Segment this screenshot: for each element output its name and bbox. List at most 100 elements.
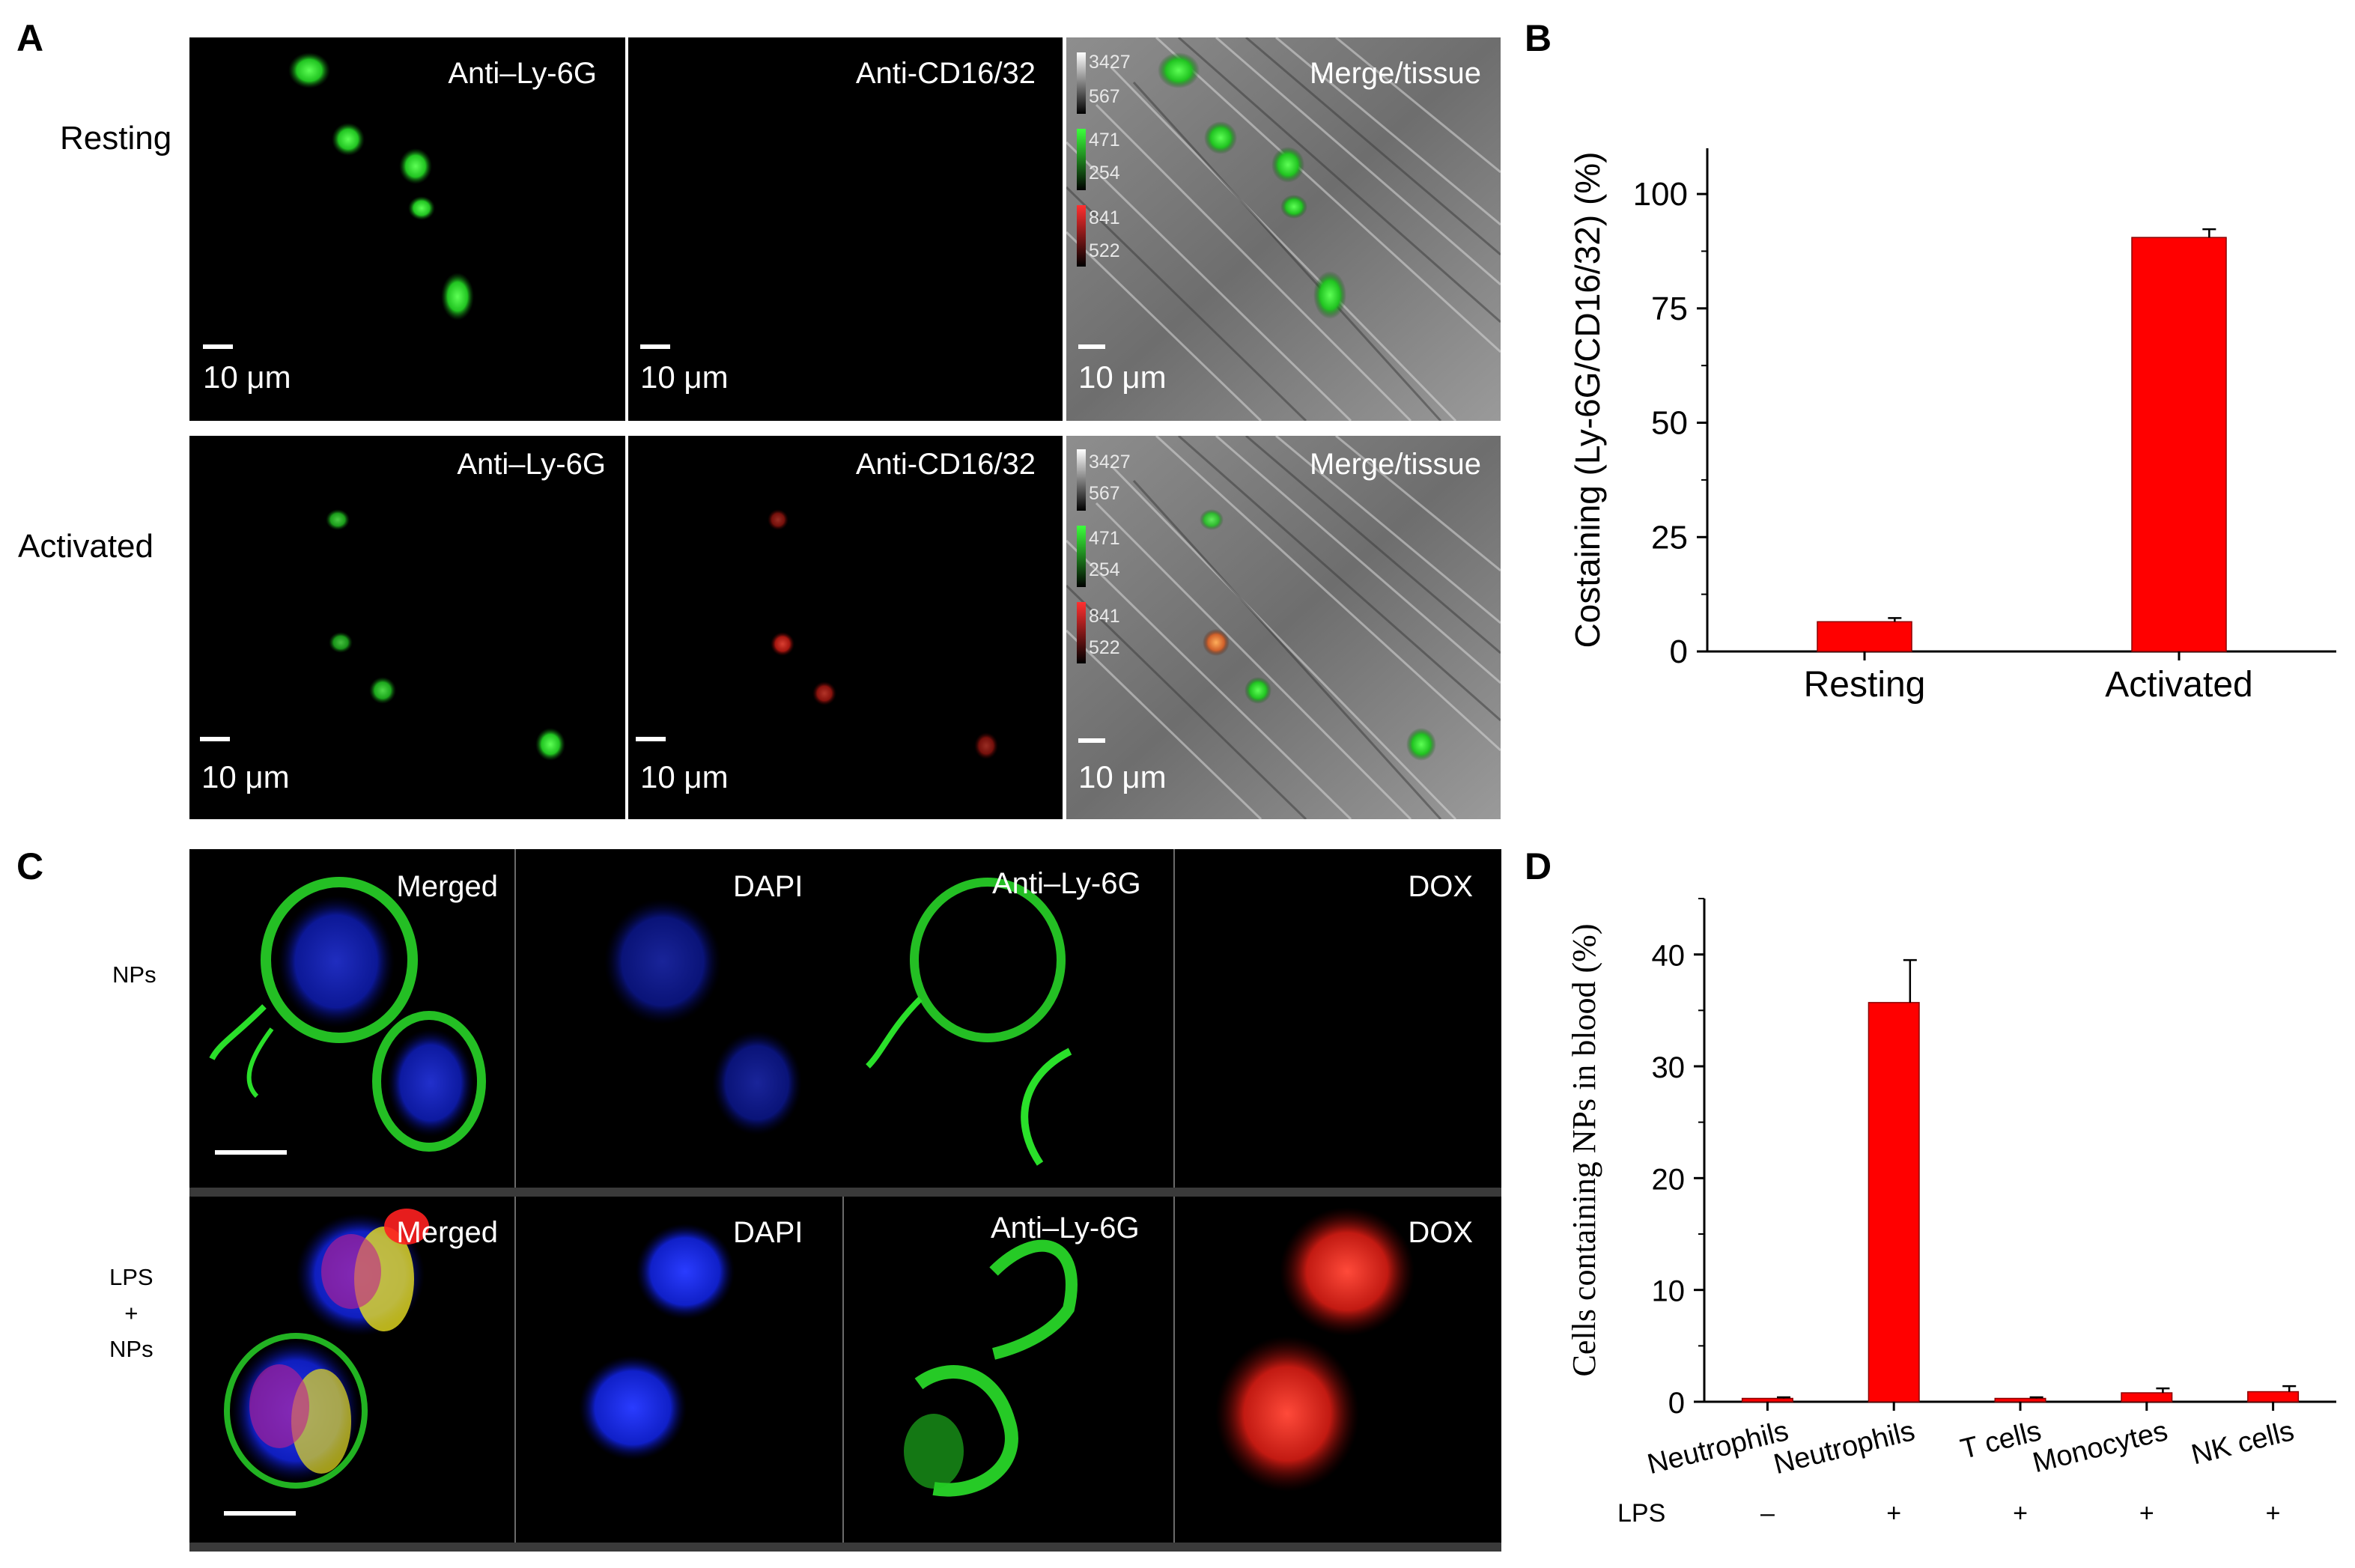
channel-label: DAPI: [733, 870, 803, 903]
cell: [408, 196, 435, 220]
scale-bar: [200, 737, 230, 741]
y-axis-label: Costaining (Ly-6G/CD16/32) (%): [1568, 152, 1607, 648]
scale-bar: [636, 737, 666, 741]
scale-bar: [1078, 344, 1105, 349]
confocal-lps-nps-dox: DOX: [1175, 1197, 1501, 1543]
confocal-nps-merged: Merged: [189, 849, 514, 1188]
lut-value: 254: [1089, 162, 1120, 183]
divider: [842, 1197, 844, 1543]
channel-label: DAPI: [733, 1216, 803, 1249]
scale-bar: [203, 344, 233, 349]
y-tick-label: 100: [1633, 176, 1688, 213]
lps-sign: +: [2013, 1499, 2028, 1528]
confocal-lps-nps-merged: Merged: [189, 1197, 514, 1543]
scale-bar: [1078, 738, 1105, 743]
x-tick-label: Activated: [2105, 665, 2252, 705]
confocal-nps-dox: DOX: [1175, 849, 1501, 1188]
confocal-lps-nps-dapi: DAPI: [516, 1197, 842, 1543]
divider: [514, 849, 516, 1188]
channel-label: Anti–Ly-6G: [991, 1212, 1140, 1245]
panel-b-chart: 0 25 50 75 100 Resting Activated Costaining (Ly…: [1558, 112, 2351, 734]
scale-bar: [215, 1150, 287, 1155]
x-tick-label: Neutrophils: [1644, 1415, 1792, 1480]
channel-label: Merge/tissue: [1310, 57, 1481, 90]
y-tick-label: 10: [1652, 1275, 1686, 1308]
divider: [514, 1197, 516, 1543]
channel-label: DOX: [1408, 1216, 1473, 1249]
lut-bar-red: [1077, 602, 1086, 663]
channel-label: Merge/tissue: [1310, 448, 1481, 481]
bar: [2131, 237, 2227, 652]
channel-label: DOX: [1408, 870, 1473, 903]
lut-value: 3427: [1089, 52, 1131, 73]
panel-a-letter: A: [16, 17, 44, 59]
scale-label: 10 μm: [1078, 359, 1167, 395]
scale-bar: [640, 344, 670, 349]
bar: [2121, 1392, 2173, 1403]
confocal-nps-dapi-ly6g: DAPI Anti–Ly-6G: [516, 849, 1173, 1188]
confocal-lps-nps-ly6g: Anti–Ly-6G: [844, 1197, 1173, 1543]
lut-bar-green: [1077, 526, 1086, 587]
lut-value: 567: [1089, 483, 1120, 504]
x-tick-label: Neutrophils: [1771, 1415, 1918, 1480]
y-tick-label: 75: [1651, 291, 1688, 327]
divider: [189, 1188, 1501, 1197]
panel-c-row-nps-label: NPs: [112, 961, 157, 988]
divider: [189, 1543, 1501, 1552]
scale-label: 10 μm: [1078, 759, 1167, 794]
micrograph-activated-cd16: Anti-CD16/32 10 μm: [628, 436, 1063, 819]
scale-label: 10 μm: [640, 759, 729, 794]
lut-bar-gray: [1077, 449, 1086, 511]
lut-bar-gray: [1077, 52, 1086, 114]
lut-value: 254: [1089, 559, 1120, 580]
channel-label: Anti–Ly-6G: [992, 867, 1141, 900]
channel-label: Anti–Ly-6G: [457, 448, 606, 481]
scale-label: 10 μm: [201, 759, 290, 794]
panel-b-letter: B: [1525, 17, 1552, 59]
panel-a-row-resting-label: Resting: [60, 120, 172, 157]
channel-label: Anti–Ly-6G: [448, 57, 597, 90]
bar: [1817, 621, 1912, 652]
y-tick-label: 20: [1652, 1163, 1686, 1196]
micrograph-resting-cd16: Anti-CD16/32 10 μm: [628, 37, 1063, 421]
channel-label: Anti-CD16/32: [855, 57, 1036, 90]
bar: [1741, 1397, 1793, 1403]
lps-label: LPS: [1617, 1499, 1665, 1528]
lut-bar-red: [1077, 205, 1086, 267]
panel-a-row-activated-label: Activated: [18, 528, 154, 565]
divider: [1173, 849, 1175, 1188]
channel-label: Anti-CD16/32: [855, 448, 1036, 481]
panel-d-chart: 0 10 20 30 40 Neutrophils – Neutrophils + T cells…: [1558, 869, 2351, 1543]
lut-value: 522: [1089, 240, 1120, 261]
micrograph-activated-merge: Merge/tissue 3427 567 471 254 841 522 10…: [1066, 436, 1501, 819]
y-tick-label: 25: [1651, 519, 1688, 556]
panel-d-letter: D: [1525, 845, 1552, 887]
scale-label: 10 μm: [640, 359, 729, 395]
lut-bar-green: [1077, 129, 1086, 190]
y-tick-label: 50: [1651, 405, 1688, 442]
lut-value: 471: [1089, 528, 1120, 549]
micrograph-resting-ly6g: Anti–Ly-6G 10 μm: [189, 37, 625, 421]
micrograph-activated-ly6g: Anti–Ly-6G 10 μm: [189, 436, 625, 819]
cell: [332, 123, 365, 156]
lut-value: 841: [1089, 207, 1120, 228]
lps-sign: –: [1760, 1499, 1775, 1528]
x-tick-label: Resting: [1804, 665, 1926, 705]
lut-value: 522: [1089, 637, 1120, 658]
lps-sign: +: [1886, 1499, 1901, 1528]
y-tick-label: 0: [1670, 633, 1688, 670]
micrograph-resting-merge: Merge/tissue 3427 567 471 254 841 522 10…: [1066, 37, 1501, 421]
divider: [1173, 1197, 1175, 1543]
bar: [1994, 1397, 2046, 1403]
lut-value: 471: [1089, 130, 1120, 151]
lps-sign: +: [2139, 1499, 2154, 1528]
y-axis-label: Cells containing NPs in blood (%): [1566, 924, 1602, 1377]
y-tick-label: 30: [1652, 1051, 1686, 1084]
bar: [1868, 1002, 1920, 1403]
cell: [288, 52, 330, 88]
y-tick-label: 40: [1652, 940, 1686, 973]
scale-bar: [224, 1511, 296, 1516]
y-tick-label: 0: [1668, 1387, 1685, 1420]
channel-label: Merged: [396, 1216, 498, 1249]
cell: [441, 273, 474, 320]
